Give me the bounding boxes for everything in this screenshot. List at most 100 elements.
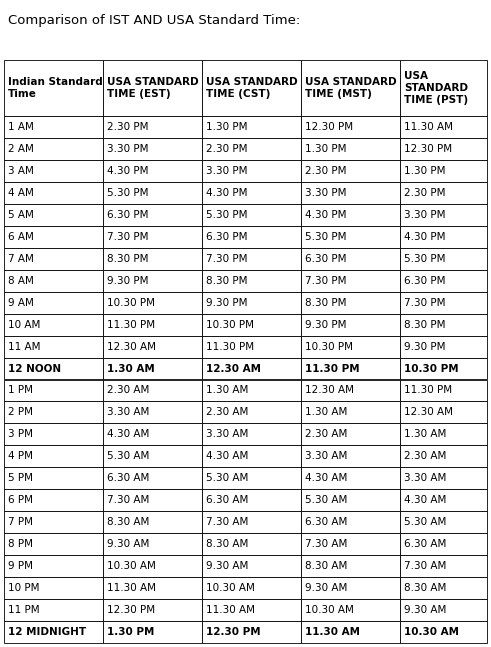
Bar <box>202 358 301 380</box>
Text: 2.30 PM: 2.30 PM <box>305 166 347 176</box>
Text: 9.30 PM: 9.30 PM <box>404 342 445 351</box>
Text: 5.30 AM: 5.30 AM <box>305 495 348 505</box>
Text: 9.30 AM: 9.30 AM <box>107 539 149 549</box>
Bar <box>301 577 400 599</box>
Bar <box>4 599 103 621</box>
Bar <box>301 270 400 292</box>
Text: 4.30 PM: 4.30 PM <box>404 232 445 242</box>
Text: 2 PM: 2 PM <box>8 408 33 417</box>
Bar <box>301 555 400 577</box>
Bar <box>103 160 202 182</box>
Bar <box>4 336 103 358</box>
Text: 2 AM: 2 AM <box>8 144 34 154</box>
Bar <box>301 599 400 621</box>
Bar <box>400 116 487 138</box>
Text: 9 AM: 9 AM <box>8 298 34 307</box>
Bar <box>103 489 202 511</box>
Text: 3.30 AM: 3.30 AM <box>206 430 248 439</box>
Bar <box>4 489 103 511</box>
Bar <box>4 445 103 467</box>
Bar <box>202 511 301 533</box>
Text: 1.30 AM: 1.30 AM <box>404 430 446 439</box>
Bar <box>400 489 487 511</box>
Text: 9.30 AM: 9.30 AM <box>206 561 248 571</box>
Bar <box>301 226 400 248</box>
Text: 12.30 PM: 12.30 PM <box>206 627 261 637</box>
Text: 12.30 AM: 12.30 AM <box>404 408 453 417</box>
Text: 3.30 AM: 3.30 AM <box>107 408 149 417</box>
Bar <box>400 445 487 467</box>
Bar <box>400 555 487 577</box>
Bar <box>301 423 400 445</box>
Bar <box>202 182 301 204</box>
Text: 8.30 AM: 8.30 AM <box>305 561 348 571</box>
Bar <box>400 248 487 270</box>
Text: 1.30 PM: 1.30 PM <box>206 122 247 132</box>
Bar <box>103 336 202 358</box>
Text: USA STANDARD
TIME (EST): USA STANDARD TIME (EST) <box>107 77 199 99</box>
Bar <box>400 423 487 445</box>
Bar <box>4 182 103 204</box>
Text: 1.30 PM: 1.30 PM <box>404 166 445 176</box>
Bar <box>301 336 400 358</box>
Text: 4.30 AM: 4.30 AM <box>206 452 248 461</box>
Bar <box>202 336 301 358</box>
Bar <box>301 60 400 116</box>
Text: 6.30 AM: 6.30 AM <box>305 517 348 527</box>
Bar <box>400 226 487 248</box>
Bar <box>301 292 400 314</box>
Text: 8 AM: 8 AM <box>8 276 34 286</box>
Text: 6.30 PM: 6.30 PM <box>107 210 148 220</box>
Bar <box>103 401 202 423</box>
Bar <box>103 226 202 248</box>
Bar <box>202 380 301 401</box>
Bar <box>103 116 202 138</box>
Text: 5.30 PM: 5.30 PM <box>305 232 347 242</box>
Text: 1.30 PM: 1.30 PM <box>305 144 347 154</box>
Text: 4.30 AM: 4.30 AM <box>305 474 348 483</box>
Bar <box>202 445 301 467</box>
Bar <box>301 160 400 182</box>
Bar <box>4 380 103 401</box>
Text: 7.30 AM: 7.30 AM <box>305 539 348 549</box>
Bar <box>103 577 202 599</box>
Text: 3.30 PM: 3.30 PM <box>305 188 347 198</box>
Bar <box>4 467 103 489</box>
Text: 3.30 AM: 3.30 AM <box>305 452 348 461</box>
Text: 6.30 PM: 6.30 PM <box>206 232 247 242</box>
Text: 7.30 AM: 7.30 AM <box>206 517 248 527</box>
Text: 7.30 AM: 7.30 AM <box>107 495 149 505</box>
Text: 9.30 AM: 9.30 AM <box>305 583 348 593</box>
Text: 11 PM: 11 PM <box>8 605 40 615</box>
Bar <box>400 621 487 643</box>
Text: 9.30 AM: 9.30 AM <box>404 605 446 615</box>
Text: 11.30 PM: 11.30 PM <box>206 342 254 351</box>
Text: 11.30 AM: 11.30 AM <box>305 627 360 637</box>
Bar <box>103 358 202 380</box>
Text: USA STANDARD
TIME (CST): USA STANDARD TIME (CST) <box>206 77 298 99</box>
Bar <box>400 204 487 226</box>
Text: 1.30 PM: 1.30 PM <box>107 627 154 637</box>
Bar <box>202 533 301 555</box>
Text: 1.30 AM: 1.30 AM <box>206 386 248 395</box>
Bar <box>400 577 487 599</box>
Bar <box>4 116 103 138</box>
Text: 8.30 PM: 8.30 PM <box>404 320 445 329</box>
Bar <box>4 621 103 643</box>
Text: 2.30 AM: 2.30 AM <box>206 408 248 417</box>
Bar <box>4 577 103 599</box>
Bar <box>4 204 103 226</box>
Bar <box>301 489 400 511</box>
Bar <box>4 226 103 248</box>
Text: 6.30 PM: 6.30 PM <box>404 276 445 286</box>
Text: 8.30 PM: 8.30 PM <box>305 298 347 307</box>
Bar <box>202 314 301 336</box>
Bar <box>4 358 103 380</box>
Text: 4.30 AM: 4.30 AM <box>404 495 446 505</box>
Text: 4 PM: 4 PM <box>8 452 33 461</box>
Text: 4.30 PM: 4.30 PM <box>206 188 247 198</box>
Text: 12.30 PM: 12.30 PM <box>404 144 452 154</box>
Bar <box>103 621 202 643</box>
Text: 12.30 AM: 12.30 AM <box>206 364 261 373</box>
Bar <box>202 160 301 182</box>
